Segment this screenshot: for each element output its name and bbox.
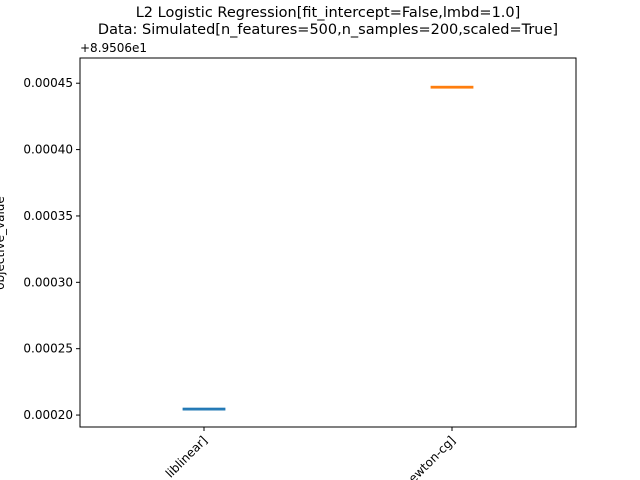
y-axis: 0.00020 0.00025 0.00030 0.00035 0.00040 0.000… [23, 76, 80, 422]
y-axis-label: objective_value [0, 196, 7, 290]
x-axis: liblinear] newton-cg] [163, 427, 458, 480]
y-tick-label: 0.00030 [23, 275, 73, 289]
y-tick-label: 0.00025 [23, 342, 73, 356]
box-body-2 [430, 85, 474, 89]
box-series [182, 85, 474, 411]
y-tick-label: 0.00040 [23, 143, 73, 157]
y-tick-label: 0.00020 [23, 408, 73, 422]
x-tick-label: newton-cg] [400, 433, 458, 480]
chart-title-line-2: Data: Simulated[n_features=500,n_samples… [98, 22, 558, 38]
y-tick-label: 0.00035 [23, 209, 73, 223]
plot-frame [79, 57, 577, 428]
chart-title-line-1: L2 Logistic Regression[fit_intercept=Fal… [136, 5, 521, 21]
y-tick-label: 0.00045 [23, 76, 73, 90]
box-body-1 [182, 407, 226, 411]
y-offset-label: +8.9506e1 [80, 41, 147, 55]
x-tick-label: liblinear] [163, 433, 210, 480]
